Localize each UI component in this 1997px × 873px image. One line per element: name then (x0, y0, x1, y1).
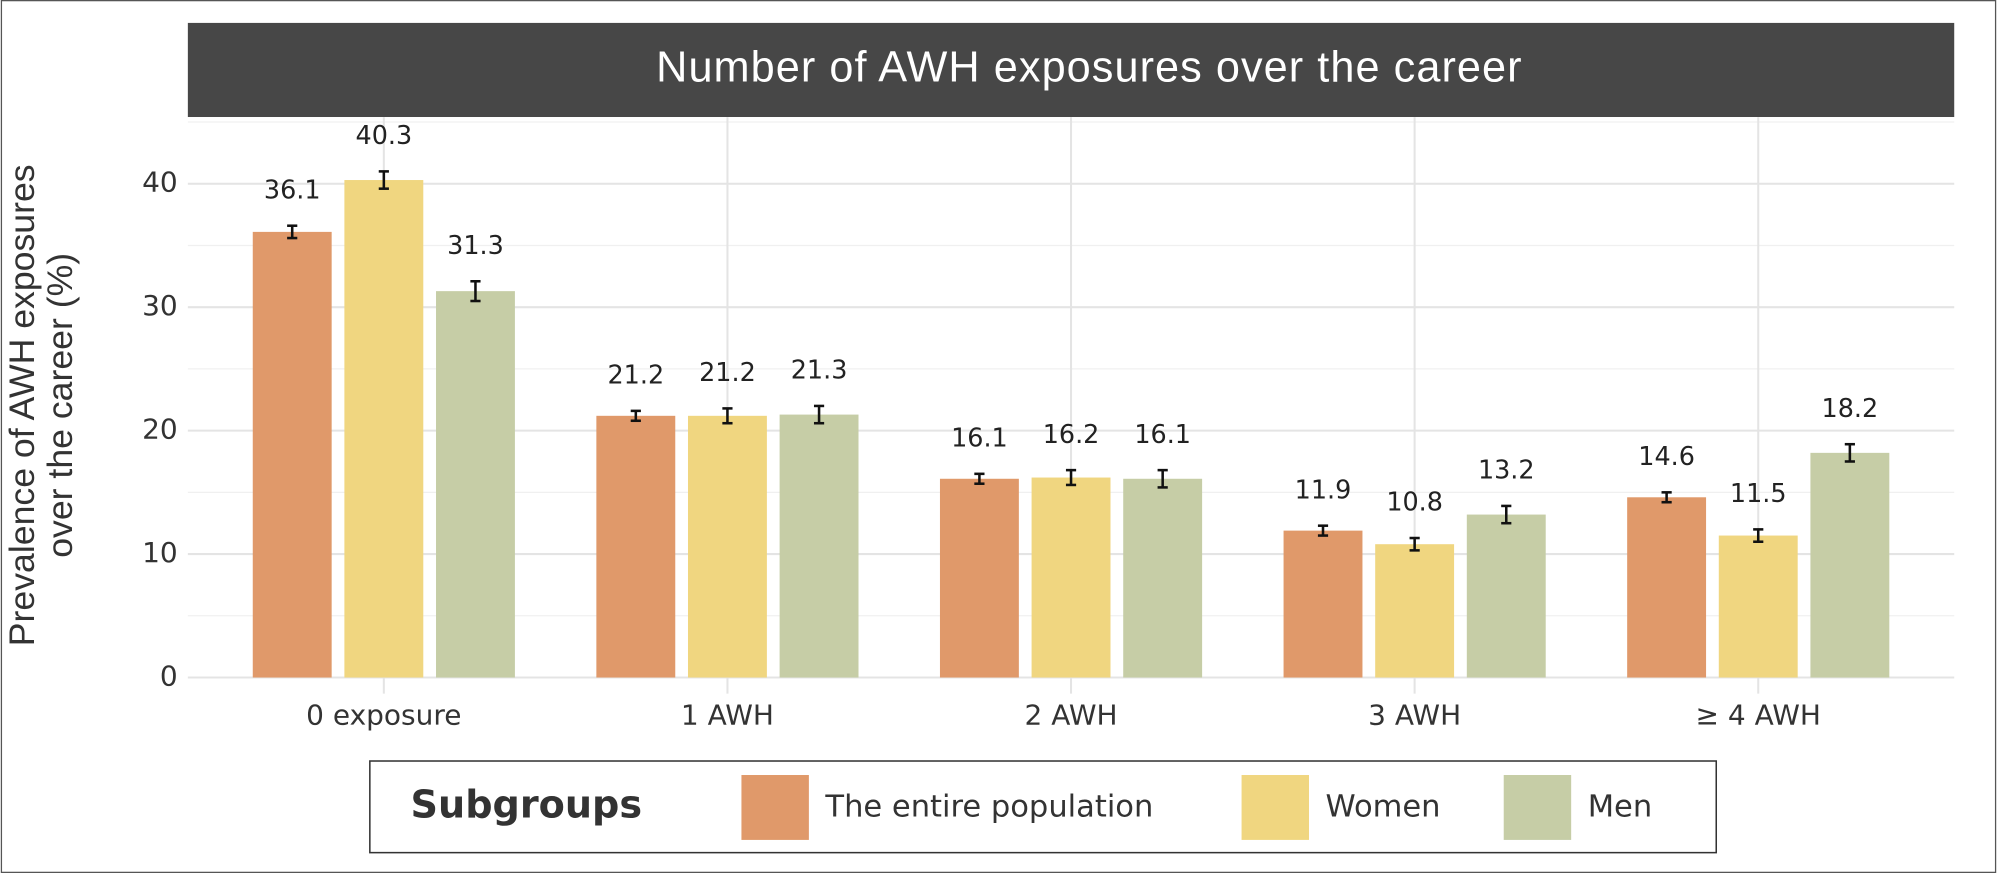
bar (1627, 497, 1707, 678)
legend-swatch (1503, 775, 1572, 840)
bar (436, 291, 515, 678)
data-label: 11.5 (1730, 479, 1787, 509)
data-label: 21.3 (791, 356, 848, 386)
x-tick-label: 3 AWH (1368, 698, 1461, 731)
y-axis-label: Prevalence of AWH exposuresover the care… (2, 164, 80, 646)
error-bar (630, 409, 641, 423)
x-tick-label: 1 AWH (681, 698, 774, 731)
y-tick-label: 30 (142, 289, 178, 322)
data-label: 31.3 (447, 231, 504, 261)
error-bar (287, 224, 298, 240)
error-bar (1753, 528, 1764, 544)
error-bar (974, 472, 985, 485)
bar (1283, 530, 1363, 678)
bar (1718, 535, 1798, 678)
legend-label: The entire population (824, 790, 1153, 825)
legend-swatch (741, 775, 809, 840)
bar (252, 231, 332, 678)
x-tick-label: 2 AWH (1025, 698, 1118, 731)
data-label: 10.8 (1386, 488, 1443, 518)
error-bar (1409, 536, 1420, 552)
data-label: 40.3 (356, 121, 413, 151)
bar (596, 415, 676, 678)
data-label: 11.9 (1295, 475, 1352, 505)
error-bar (813, 404, 825, 425)
y-tick-label: 10 (142, 536, 178, 569)
data-label: 16.1 (951, 423, 1008, 453)
bar (1375, 544, 1455, 678)
error-bar (1844, 442, 1855, 463)
y-tick-label: 20 (142, 413, 178, 446)
y-axis-label-line: over the career (%) (41, 253, 81, 558)
error-bar (470, 279, 481, 303)
bar (687, 415, 767, 678)
error-bar (378, 170, 389, 190)
error-bar (722, 407, 733, 425)
title-strip (187, 22, 1955, 118)
data-label: 21.2 (699, 358, 756, 388)
data-label: 16.1 (1134, 420, 1191, 450)
bar (344, 180, 424, 678)
bar (1810, 452, 1890, 678)
x-tick-label: ≥ 4 AWH (1696, 698, 1821, 731)
legend-box (369, 760, 1718, 854)
error-bar (1317, 524, 1329, 537)
data-label: 36.1 (264, 175, 321, 205)
bar (1466, 514, 1546, 678)
legend-swatch (1241, 775, 1310, 840)
x-tick-label: 0 exposure (306, 698, 461, 731)
legend-label: Men (1588, 790, 1652, 825)
data-label: 13.2 (1478, 456, 1535, 486)
bar (939, 478, 1019, 678)
data-label: 16.2 (1043, 420, 1100, 450)
error-bar (1501, 504, 1512, 525)
legend-title: Subgroups (411, 783, 642, 827)
bar (779, 414, 859, 678)
y-tick-label: 0 (160, 660, 178, 693)
y-axis-label-line: Prevalence of AWH exposures (2, 164, 42, 646)
bar (1123, 478, 1203, 678)
chart-title: Number of AWH exposures over the career (656, 43, 1521, 91)
y-tick-label: 40 (142, 166, 178, 199)
data-label: 21.2 (607, 361, 664, 391)
bar (1031, 477, 1111, 678)
error-bar (1065, 468, 1077, 487)
data-label: 14.6 (1638, 442, 1695, 472)
error-bar (1661, 491, 1672, 504)
data-label: 18.2 (1822, 394, 1879, 424)
legend-label: Women (1326, 790, 1441, 825)
error-bar (1157, 468, 1168, 489)
